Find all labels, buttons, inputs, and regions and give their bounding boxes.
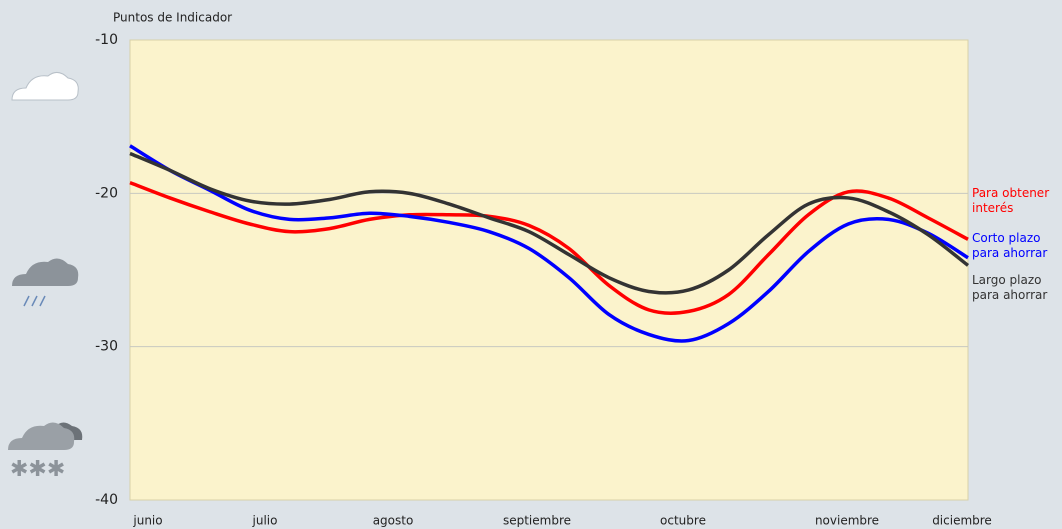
icon-rain: [12, 258, 79, 307]
legend-label: Corto plazo para ahorrar: [972, 231, 1048, 260]
y-axis-label: Puntos de Indicador: [113, 11, 232, 25]
x-tick-label: junio: [132, 514, 162, 528]
y-tick-label: -30: [95, 339, 118, 355]
legend-label: Para obtener interés: [972, 186, 1050, 215]
x-tick-label: diciembre: [932, 514, 992, 528]
icon-cloud: [11, 72, 79, 101]
x-tick-label: octubre: [660, 514, 706, 528]
icon-snow-flakes: ✱✱✱: [10, 457, 65, 482]
x-tick-label: julio: [252, 514, 278, 528]
y-tick-label: -10: [95, 32, 118, 48]
series-line: [129, 180, 969, 315]
icon-snow: ✱✱✱: [8, 422, 83, 482]
y-tick-label: -40: [95, 492, 118, 508]
series-line: [129, 144, 969, 343]
x-tick-label: agosto: [373, 514, 414, 528]
x-tick-label: noviembre: [815, 514, 879, 528]
x-tick-label: septiembre: [503, 514, 571, 528]
legend-label: Largo plazo para ahorrar: [972, 273, 1048, 302]
series-line: [129, 151, 970, 295]
plot-area: [129, 39, 969, 501]
y-tick-label: -20: [95, 185, 118, 201]
